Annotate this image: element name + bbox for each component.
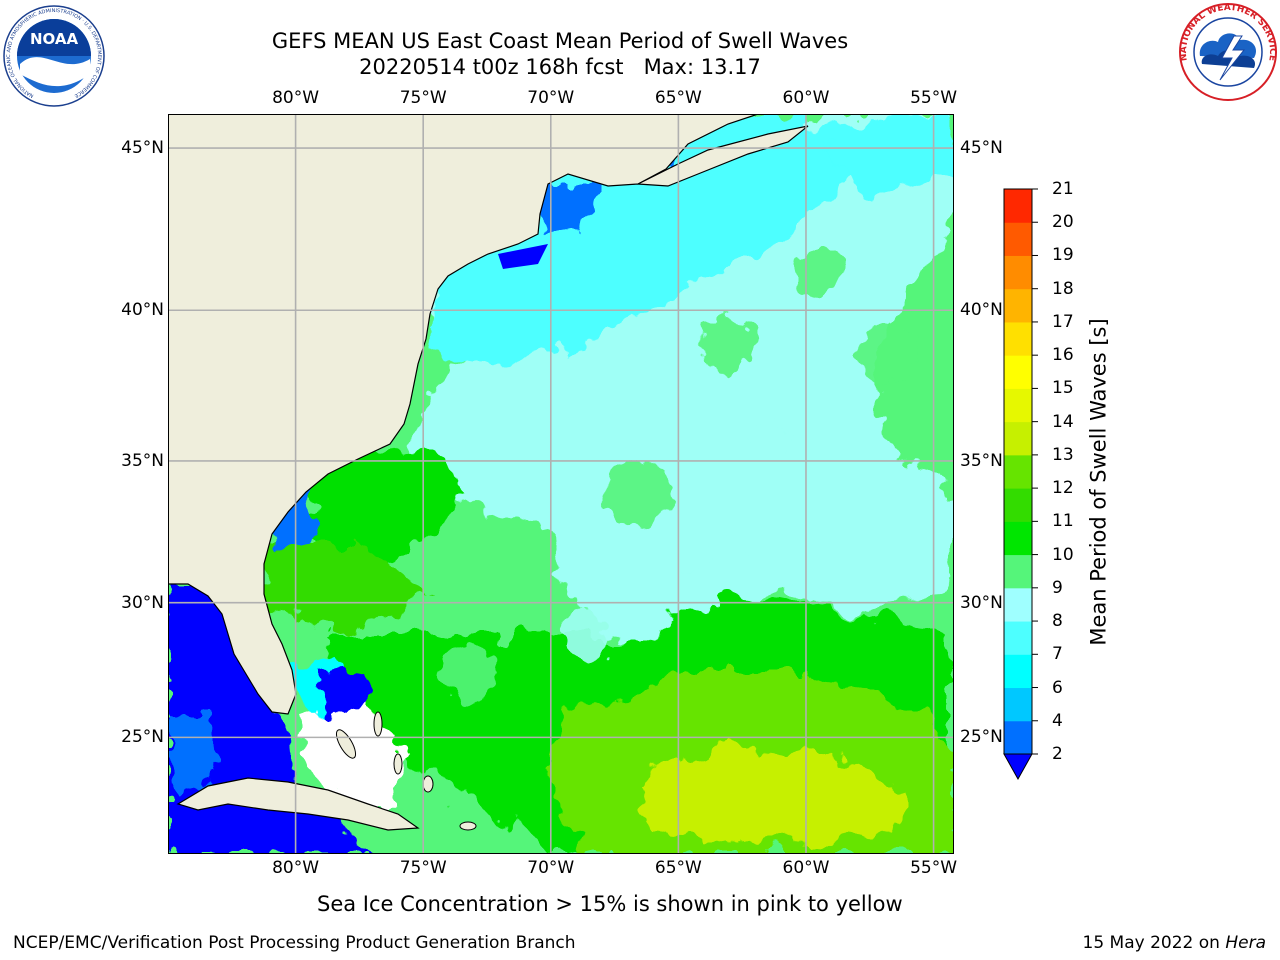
graticule (168, 114, 954, 854)
colorbar-tick-label: 8 (1052, 611, 1063, 632)
lon-tick-label-bottom: 75°W (399, 858, 447, 878)
field-band-10-mid (248, 544, 428, 634)
colorbar-tick-label: 9 (1052, 577, 1063, 598)
swell-period-map (168, 114, 954, 854)
footer-credit: NCEP/EMC/Verification Post Processing Pr… (13, 933, 576, 953)
colorbar-tick-label: 14 (1052, 411, 1074, 432)
colorbar-segment (1004, 321, 1032, 356)
colorbar-segment (1004, 521, 1032, 556)
colorbar-segment (1004, 454, 1032, 489)
colorbar-segment (1004, 654, 1032, 689)
colorbar-segment (1004, 621, 1032, 655)
field-band-2-florida-e (318, 669, 368, 714)
sea-ice-note: Sea Ice Concentration > 15% is shown in … (317, 892, 903, 916)
lon-tick-label-bottom: 55°W (910, 858, 958, 878)
colorbar (1003, 188, 1038, 781)
colorbar-tick-label: 4 (1052, 710, 1063, 731)
colorbar-tick-label: 18 (1052, 278, 1074, 299)
lon-tick-label-bottom: 80°W (272, 858, 320, 878)
field-band-2-carib (178, 804, 368, 854)
field-band-4-newengland (528, 184, 598, 234)
land-mass (168, 114, 759, 715)
lon-tick-label-bottom: 60°W (782, 858, 830, 878)
colorbar-segment (1004, 421, 1032, 456)
lat-tick-label-left: 45°N (121, 138, 164, 159)
lon-tick-label-top: 55°W (910, 88, 958, 108)
lon-tick-label-top: 60°W (782, 88, 830, 108)
colorbar-tick-label: 17 (1052, 311, 1074, 332)
field-band-7-b (808, 114, 954, 194)
colorbar-segment (1004, 255, 1032, 290)
colorbar-segment (1004, 554, 1032, 589)
colorbar-tick-label: 12 (1052, 478, 1074, 499)
colorbar-tick-label: 21 (1052, 179, 1074, 199)
lat-tick-label-right: 45°N (960, 138, 1003, 159)
lon-tick-label-bottom: 65°W (654, 858, 702, 878)
colorbar-tick-label: 7 (1052, 644, 1063, 665)
colorbar-frame (1003, 188, 1033, 755)
lat-tick-label-right: 30°N (960, 592, 1003, 613)
field-band-10 (298, 444, 468, 554)
land-cuba (176, 777, 420, 831)
nws-logo-icon: NATIONAL WEATHER SERVICE (1179, 3, 1277, 101)
noaa-logo-text: NOAA (30, 30, 79, 48)
lat-tick-label-left: 35°N (121, 450, 164, 471)
colorbar-segment (1004, 288, 1032, 323)
lon-tick-label-top: 80°W (272, 88, 320, 108)
lon-tick-label-top: 70°W (527, 88, 575, 108)
colorbar-tick-label: 13 (1052, 444, 1074, 465)
field-band-2-li (498, 244, 548, 269)
field-band-12 (638, 744, 908, 844)
footer-date: 15 May 2022 on Hera (1083, 933, 1267, 953)
lon-tick-label-top: 75°W (399, 88, 447, 108)
footer-date-text: 15 May 2022 on (1082, 933, 1226, 953)
colorbar-extend-arrow (1003, 753, 1033, 781)
lon-tick-label-bottom: 70°W (527, 858, 575, 878)
lat-tick-label-right: 25°N (960, 727, 1003, 748)
lat-tick-label-right: 35°N (960, 450, 1003, 471)
map-canvas (168, 114, 954, 854)
field-band-4-gulf (168, 714, 218, 794)
chart-title-line2: 20220514 t00z 168h fcst Max: 13.17 (359, 55, 761, 79)
colorbar-segment (1004, 488, 1032, 522)
lat-tick-label-left: 40°N (121, 300, 164, 321)
noaa-logo-icon: NOAA NATIONAL OCEANIC AND ATMOSPHERIC AD… (3, 5, 105, 107)
land-bahamas (335, 711, 477, 831)
colorbar-tick-label: 20 (1052, 212, 1074, 233)
footer-machine: Hera (1225, 933, 1266, 953)
lat-tick-label-right: 40°N (960, 300, 1003, 321)
lat-tick-label-left: 25°N (121, 727, 164, 748)
colorbar-segment (1004, 222, 1032, 256)
colorbar-tick-label: 10 (1052, 544, 1074, 565)
colorbar-segment (1004, 587, 1032, 622)
colorbar-tick-label: 2 (1052, 744, 1063, 764)
colorbar-segment (1004, 720, 1032, 755)
colorbar-tick-label: 6 (1052, 677, 1063, 698)
colorbar-tick-label: 19 (1052, 245, 1074, 266)
colorbar-title: Mean Period of Swell Waves [s] (1086, 318, 1111, 646)
colorbar-segment (1004, 189, 1032, 223)
colorbar-tick-label: 16 (1052, 345, 1074, 366)
chart-title-line1: GEFS MEAN US East Coast Mean Period of S… (271, 29, 849, 53)
colorbar-segment (1004, 388, 1032, 423)
colorbar-segment (1004, 355, 1032, 389)
lon-tick-label-top: 65°W (654, 88, 702, 108)
colorbar-tick-label: 15 (1052, 378, 1074, 399)
land-nova-scotia (635, 125, 809, 187)
swell-period-field (168, 114, 954, 854)
colorbar-tick-label: 11 (1052, 511, 1074, 532)
lat-tick-label-left: 30°N (121, 592, 164, 613)
colorbar-segment (1004, 687, 1032, 722)
